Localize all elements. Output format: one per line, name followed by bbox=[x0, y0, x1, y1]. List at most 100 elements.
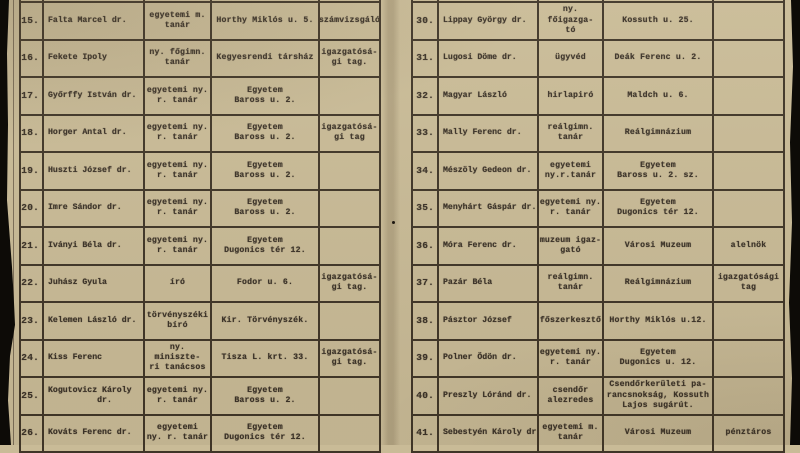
address-cell: Egyetem Baross u. 2. bbox=[212, 191, 320, 227]
occupation-cell: ny. főigazga- tó bbox=[539, 3, 604, 39]
row-number-cell: 37. bbox=[413, 266, 439, 302]
address-cell: Egyetem Dugonics tér 12. bbox=[212, 228, 320, 264]
row-number-cell: 21. bbox=[21, 228, 44, 264]
note-cell bbox=[714, 153, 783, 189]
address-cell: Horthy Miklós u. 5. bbox=[212, 3, 320, 39]
table-row: 41. Sebestyén Károly dr, egyetemi m. tan… bbox=[413, 416, 783, 453]
occupation-cell: egyetemi ny. r. tanár bbox=[145, 228, 212, 264]
table-row: 23. Kelemen László dr. törvényszéki bíró… bbox=[21, 303, 379, 341]
name-cell: Imre Sándor dr. bbox=[44, 191, 145, 227]
table-row: 38. Pásztor József főszerkesztő Horthy M… bbox=[413, 303, 783, 341]
occupation-cell: író bbox=[145, 266, 212, 302]
name-cell: Falta Marcel dr. bbox=[44, 3, 145, 39]
name-cell: Kiss Ferenc bbox=[44, 341, 145, 377]
occupation-cell: ügyvéd bbox=[539, 41, 604, 77]
occupation-cell: egyetemi ny. r. tanár bbox=[145, 116, 212, 152]
occupation-cell: egyetemi ny. r. tanár bbox=[539, 191, 604, 227]
name-cell: Móra Ferenc dr. bbox=[439, 228, 539, 264]
ink-speck bbox=[392, 221, 395, 224]
row-number-cell: 17. bbox=[21, 78, 44, 114]
table-row: 15. Falta Marcel dr. egyetemi m. tanár H… bbox=[21, 3, 379, 41]
address-cell: Egyetem Baross u. 2. bbox=[212, 78, 320, 114]
name-cell: Horger Antal dr. bbox=[44, 116, 145, 152]
occupation-cell: reálgimn. tanár bbox=[539, 116, 604, 152]
address-cell: Deák Ferenc u. 2. bbox=[604, 41, 714, 77]
row-number-cell: 32. bbox=[413, 78, 439, 114]
table-row: 40. Preszly Lóránd dr. csendőr alezredes… bbox=[413, 378, 783, 416]
name-cell: Preszly Lóránd dr. bbox=[439, 378, 539, 414]
name-cell: Sebestyén Károly dr, bbox=[439, 416, 539, 452]
table-row: 25. Kogutovicz Károly dr. egyetemi ny. r… bbox=[21, 378, 379, 416]
table-row: 22. Juhász Gyula író Fodor u. 6. igazgat… bbox=[21, 266, 379, 304]
table-row: 30. Lippay György dr. ny. főigazga- tó K… bbox=[413, 3, 783, 41]
member-table-left: 15. Falta Marcel dr. egyetemi m. tanár H… bbox=[19, 0, 381, 453]
row-number-cell: 38. bbox=[413, 303, 439, 339]
name-cell: Kováts Ferenc dr. bbox=[44, 416, 145, 452]
page-fold-crease bbox=[382, 0, 400, 445]
note-cell bbox=[320, 416, 379, 452]
note-cell: alelnök bbox=[714, 228, 783, 264]
row-number-cell: 33. bbox=[413, 116, 439, 152]
note-cell: számvizsgáló bbox=[320, 3, 379, 39]
name-cell: Mally Ferenc dr. bbox=[439, 116, 539, 152]
table-row: 19. Huszti József dr. egyetemi ny. r. ta… bbox=[21, 153, 379, 191]
note-cell bbox=[320, 191, 379, 227]
address-cell: Kegyesrendi társház bbox=[212, 41, 320, 77]
table-row: 32. Magyar László hirlapiró Maldch u. 6. bbox=[413, 78, 783, 116]
address-cell: Egyetem Dugonics tér 12. bbox=[212, 416, 320, 452]
address-cell: Egyetem Baross u. 2. bbox=[212, 153, 320, 189]
name-cell: Lippay György dr. bbox=[439, 3, 539, 39]
note-cell bbox=[714, 78, 783, 114]
scan-edge-right bbox=[786, 0, 800, 445]
note-cell: igazgatósá- gi tag. bbox=[320, 41, 379, 77]
address-cell: Tisza L. krt. 33. bbox=[212, 341, 320, 377]
occupation-cell: egyetemi ny. r. tanár bbox=[145, 416, 212, 452]
address-cell: Egyetem Baross u. 2. bbox=[212, 378, 320, 414]
table-row: 39. Polner Ödön dr. egyetemi ny. r. taná… bbox=[413, 341, 783, 379]
address-cell: Kossuth u. 25. bbox=[604, 3, 714, 39]
margin-rule-line bbox=[13, 0, 14, 445]
table-row: 16. Fekete Ipoly ny. főgimn. tanár Kegye… bbox=[21, 41, 379, 79]
occupation-cell: egyetemi m. tanár bbox=[539, 416, 604, 452]
occupation-cell: egyetemi ny. r. tanár bbox=[145, 78, 212, 114]
row-number-cell: 19. bbox=[21, 153, 44, 189]
row-number-cell bbox=[413, 0, 439, 1]
name-cell: Pásztor József bbox=[439, 303, 539, 339]
occupation-cell: egyetemi ny. r. tanár bbox=[145, 191, 212, 227]
note-cell: igazgatósá- gi tag. bbox=[320, 341, 379, 377]
name-cell: Huszti József dr. bbox=[44, 153, 145, 189]
occupation-cell: egyetemi ny. r. tanár bbox=[145, 378, 212, 414]
table-row: 24. Kiss Ferenc ny. miniszte- ri tanácso… bbox=[21, 341, 379, 379]
occupation-cell: ny. főgimn. tanár bbox=[145, 41, 212, 77]
note-cell: igazgatósá- gi tag bbox=[320, 116, 379, 152]
row-number-cell: 25. bbox=[21, 378, 44, 414]
note-cell bbox=[320, 153, 379, 189]
name-cell bbox=[44, 0, 145, 1]
table-row: 33. Mally Ferenc dr. reálgimn. tanár Reá… bbox=[413, 116, 783, 154]
note-cell bbox=[714, 116, 783, 152]
address-cell: Egyetem Dugonics u. 12. bbox=[604, 341, 714, 377]
row-number-cell: 39. bbox=[413, 341, 439, 377]
member-table-right: 30. Lippay György dr. ny. főigazga- tó K… bbox=[411, 0, 785, 453]
occupation-cell: muzeum igaz- gató bbox=[539, 228, 604, 264]
address-cell: Maldch u. 6. bbox=[604, 78, 714, 114]
table-row: 21. Iványi Béla dr. egyetemi ny. r. taná… bbox=[21, 228, 379, 266]
name-cell: Menyhárt Gáspár dr. bbox=[439, 191, 539, 227]
row-number-cell: 18. bbox=[21, 116, 44, 152]
address-cell: Csendőrkerületi pa- rancsnokság, Kossuth… bbox=[604, 378, 714, 414]
table-row: 37. Pazár Béla reálgimn. tanár Reálgimná… bbox=[413, 266, 783, 304]
occupation-cell: egyetemi ny. r. tanár bbox=[539, 341, 604, 377]
name-cell: Kelemen László dr. bbox=[44, 303, 145, 339]
occupation-cell: főszerkesztő bbox=[539, 303, 604, 339]
note-cell bbox=[714, 0, 783, 1]
note-cell bbox=[714, 191, 783, 227]
name-cell: Magyar László bbox=[439, 78, 539, 114]
table-row: 34. Mészöly Gedeon dr. egyetemi ny.r.tan… bbox=[413, 153, 783, 191]
occupation-cell: egyetemi m. tanár bbox=[145, 3, 212, 39]
row-number-cell: 35. bbox=[413, 191, 439, 227]
table-row: 36. Móra Ferenc dr. muzeum igaz- gató Vá… bbox=[413, 228, 783, 266]
row-number-cell: 30. bbox=[413, 3, 439, 39]
row-number-cell: 16. bbox=[21, 41, 44, 77]
table-row: 26. Kováts Ferenc dr. egyetemi ny. r. ta… bbox=[21, 416, 379, 453]
address-cell: Egyetem Baross u. 2. sz. bbox=[604, 153, 714, 189]
